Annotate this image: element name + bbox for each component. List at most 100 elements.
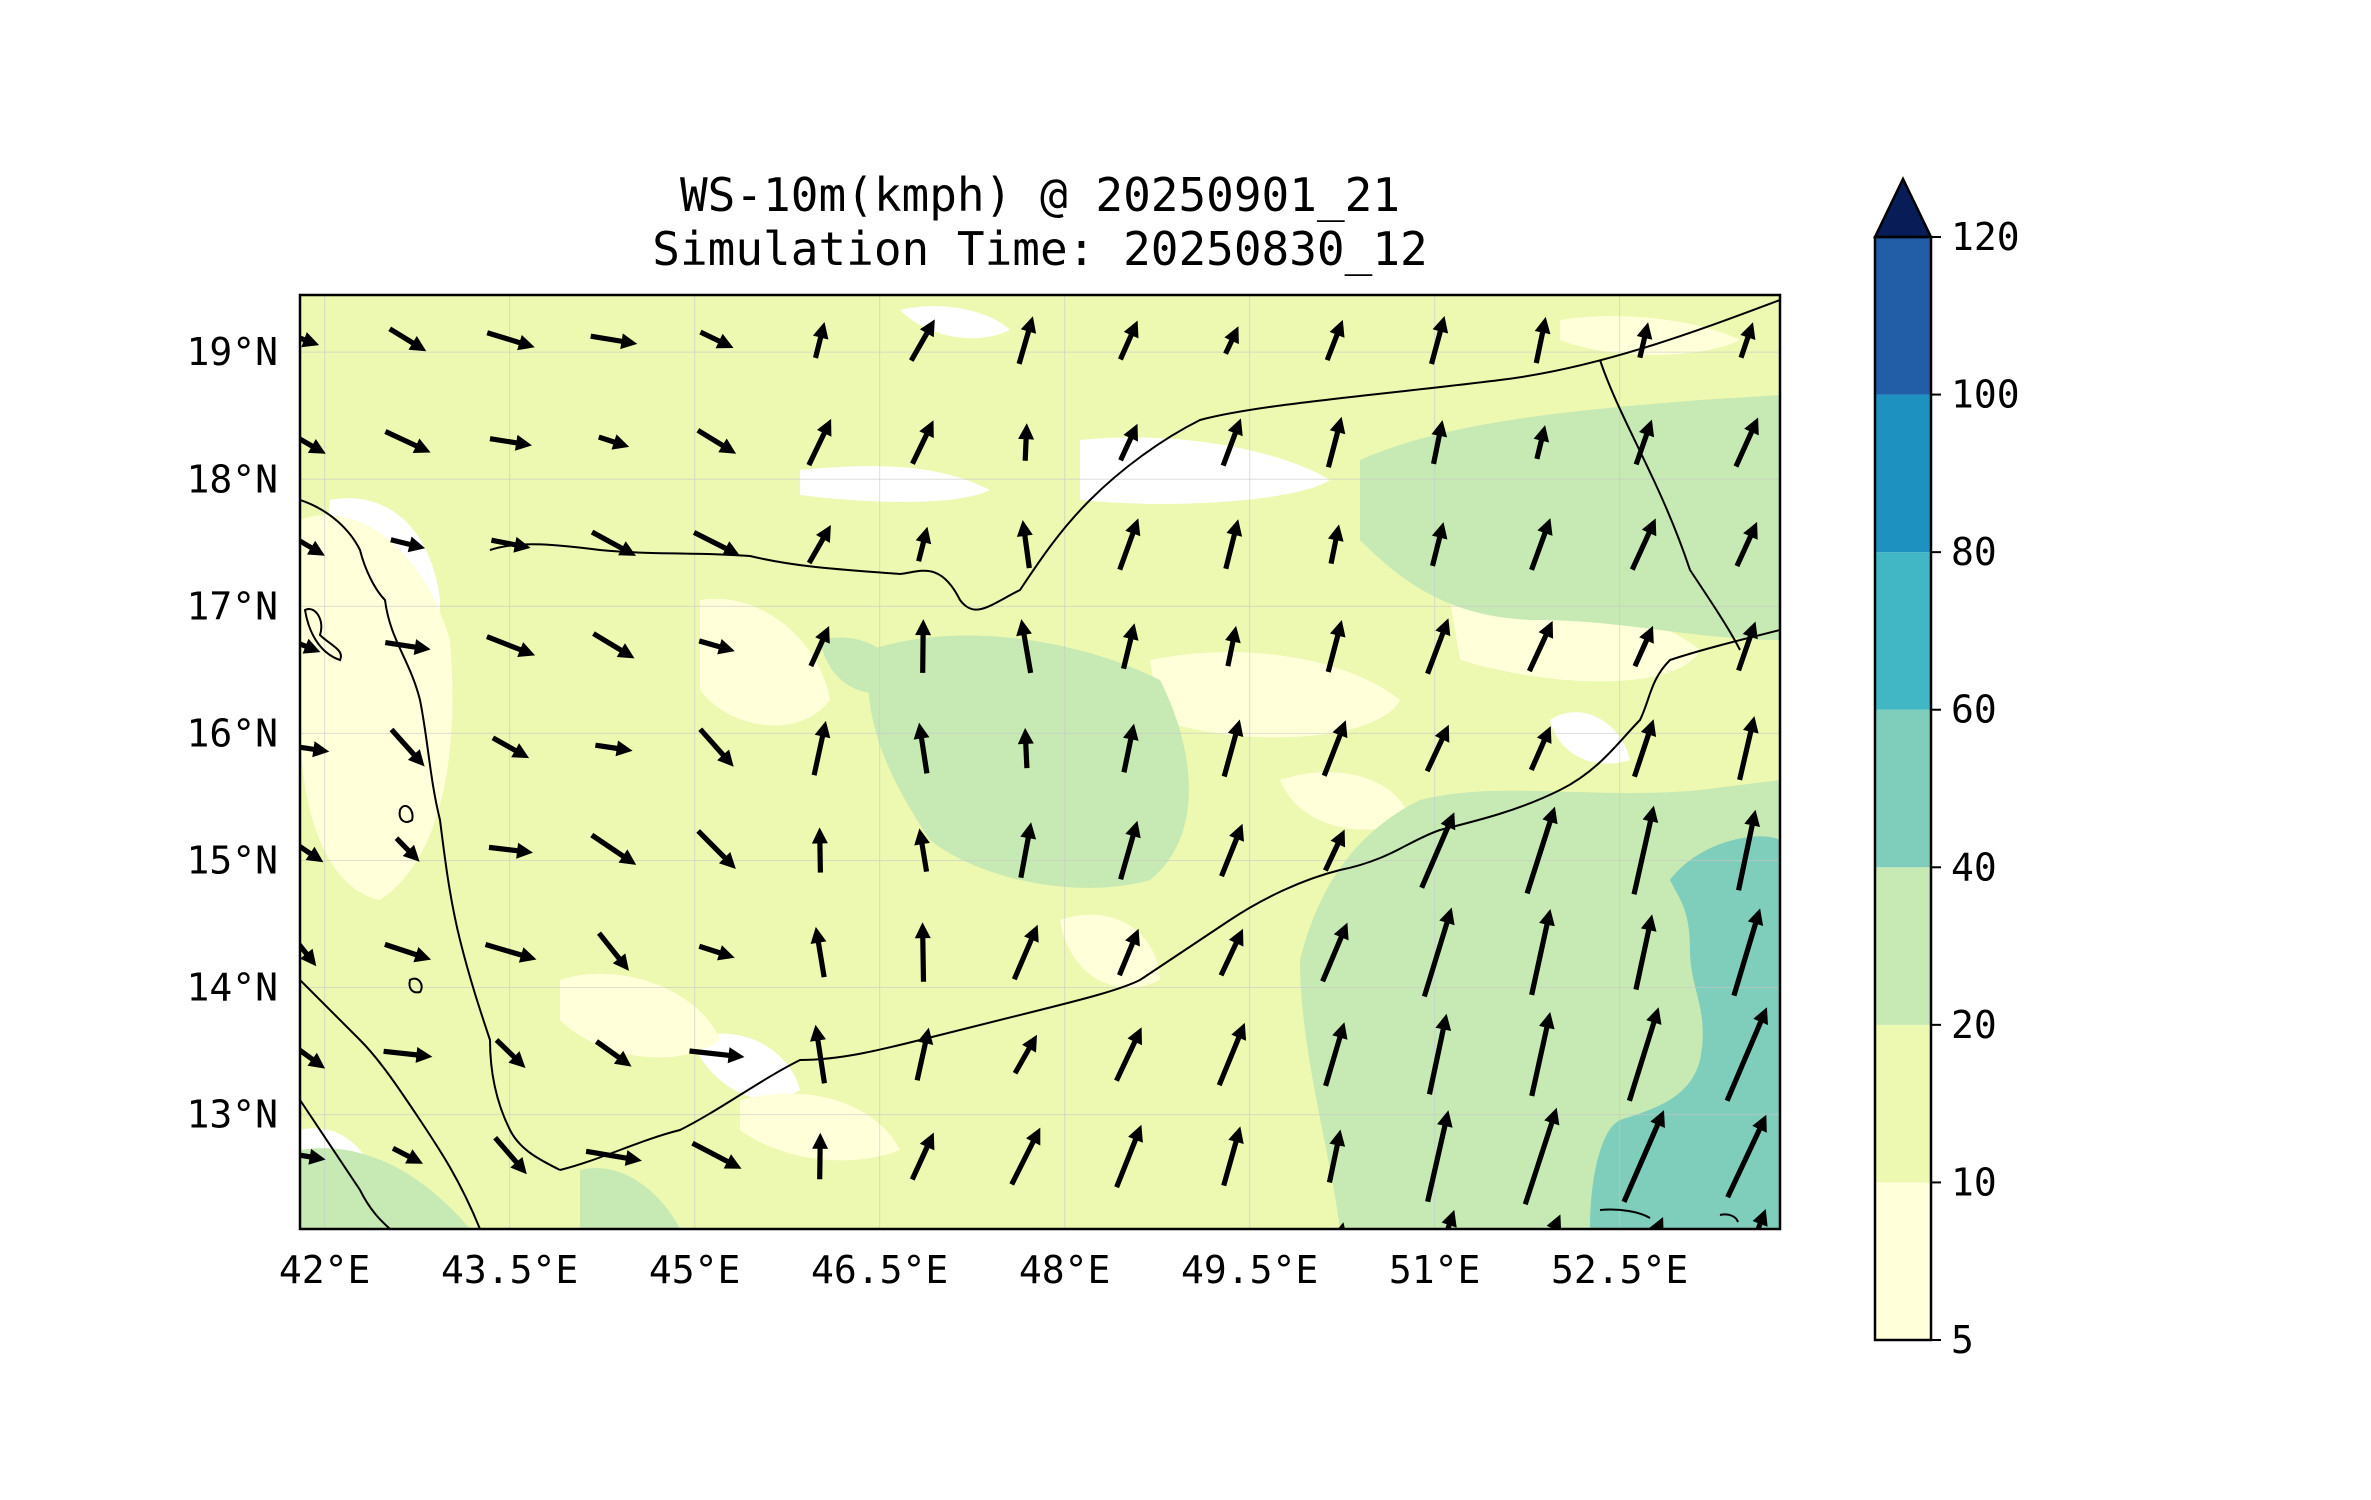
wind-arrow <box>488 842 533 859</box>
wind-arrow <box>1016 316 1037 365</box>
wind-arrow <box>1017 727 1034 769</box>
wind-arrow <box>300 741 330 758</box>
wind-arrow <box>1320 922 1349 983</box>
wind-arrow <box>592 631 635 659</box>
wind-arrow <box>1631 805 1659 895</box>
wind-arrow <box>1633 914 1657 991</box>
wind-arrow <box>1424 724 1450 773</box>
map-subtitle: Simulation Time: 20250830_12 <box>652 222 1428 276</box>
wind-arrow <box>915 619 932 673</box>
wind-arrow <box>692 530 740 556</box>
wind-arrow <box>1121 723 1139 773</box>
wind-arrow <box>1629 518 1657 571</box>
wind-arrow <box>689 1047 745 1064</box>
wind-arrow <box>300 1047 326 1069</box>
wind-arrow <box>1737 716 1759 781</box>
colorbar-label: 60 <box>1951 688 1997 732</box>
wind-arrow <box>1546 1214 1562 1229</box>
wind-arrow <box>812 322 829 359</box>
wind-arrow <box>910 420 934 465</box>
wind-arrow <box>486 634 536 657</box>
wind-arrow <box>1425 618 1451 675</box>
wind-arrow <box>597 931 629 971</box>
wind-arrow <box>1321 720 1348 777</box>
wind-arrow <box>1632 719 1657 778</box>
y-tick-label: 14°N <box>186 966 278 1010</box>
x-tick-label: 51°E <box>1389 1248 1481 1292</box>
wind-arrow <box>595 740 633 757</box>
coastlines <box>300 499 1780 1229</box>
y-tick-label: 17°N <box>186 584 278 628</box>
x-tick-label: 52.5°E <box>1551 1248 1688 1292</box>
wind-arrow <box>1731 908 1764 997</box>
wind-arrow <box>698 638 735 655</box>
wind-arrow <box>1117 928 1140 977</box>
wind-arrow <box>1621 1110 1665 1203</box>
wind-arrow <box>1018 423 1035 461</box>
wind-arrow <box>1220 418 1243 467</box>
map-frame <box>298 293 1782 1231</box>
wind-arrow <box>696 829 736 869</box>
colorbar-label: 80 <box>1951 530 1997 574</box>
wind-arrow <box>1018 822 1037 879</box>
wind-arrow <box>1328 524 1344 565</box>
colorbar-segment <box>1875 709 1931 868</box>
wind-arrow <box>384 941 432 963</box>
wind-arrow <box>1752 1209 1768 1229</box>
wind-arrow <box>1323 1022 1348 1087</box>
wind-arrow <box>1012 1034 1037 1075</box>
wind-arrow <box>1223 519 1243 570</box>
wind-arrow <box>806 525 831 565</box>
wind-arrow <box>1736 809 1760 891</box>
wind-arrow <box>1121 623 1139 670</box>
x-tick-label: 43.5°E <box>441 1248 578 1292</box>
y-tick-label: 16°N <box>186 711 278 755</box>
wind-arrow <box>300 843 324 863</box>
colorbar-extend-arrow <box>1873 176 1933 239</box>
wind-arrow <box>1426 1013 1452 1095</box>
x-axis: 42°E 43.5°E 45°E 46.5°E 48°E 49.5°E 51°E 52.5°E <box>279 1248 1688 1292</box>
colorbar-label: 100 <box>1951 373 2020 417</box>
wind-arrow <box>1425 1110 1453 1203</box>
wind-arrow <box>913 722 930 774</box>
colorbar-segment <box>1875 552 1931 710</box>
colorbar-frame <box>1873 235 1933 1342</box>
wind-arrow <box>1529 518 1553 571</box>
wind-arrow <box>698 943 735 961</box>
wind-arrow <box>1528 726 1552 771</box>
wind-arrow <box>300 941 317 967</box>
x-tick-label: 45°E <box>649 1248 741 1292</box>
x-tick-label: 46.5°E <box>811 1248 948 1292</box>
wind-arrow <box>384 639 431 655</box>
wind-arrow <box>1221 1126 1244 1187</box>
wind-arrow <box>1724 1007 1768 1102</box>
wind-arrow <box>1431 420 1448 465</box>
wind-arrow <box>1429 316 1449 365</box>
wind-arrow <box>383 1047 433 1063</box>
wind-arrow <box>1725 1114 1767 1199</box>
wind-arrow <box>1223 326 1239 355</box>
wind-arrow <box>1219 823 1244 878</box>
wind-arrow <box>1738 322 1756 359</box>
wind-arrow <box>598 434 630 450</box>
map-area <box>300 295 1780 1229</box>
wind-arrow <box>1524 806 1558 895</box>
wind-arrow <box>914 1027 934 1081</box>
wind-arrow <box>300 538 325 556</box>
wind-arrow <box>1324 319 1345 361</box>
y-axis: 19°N 18°N 17°N 16°N 15°N 14°N 13°N <box>186 330 278 1136</box>
wind-arrow <box>806 418 832 467</box>
wind-arrow <box>1649 1217 1664 1229</box>
wind-arrow <box>1734 521 1758 568</box>
y-tick-label: 15°N <box>186 838 278 882</box>
wind-arrow <box>300 638 321 654</box>
wind-arrow <box>812 1132 829 1180</box>
wind-arrow <box>594 1039 632 1067</box>
wind-arrow <box>1419 812 1456 889</box>
colorbar-label: 20 <box>1951 1003 1997 1047</box>
wind-arrow <box>1325 416 1346 468</box>
wind-arrow <box>1325 620 1346 673</box>
wind-arrow <box>1011 924 1039 981</box>
wind-arrow <box>1118 423 1138 462</box>
wind-arrow <box>1733 417 1759 468</box>
